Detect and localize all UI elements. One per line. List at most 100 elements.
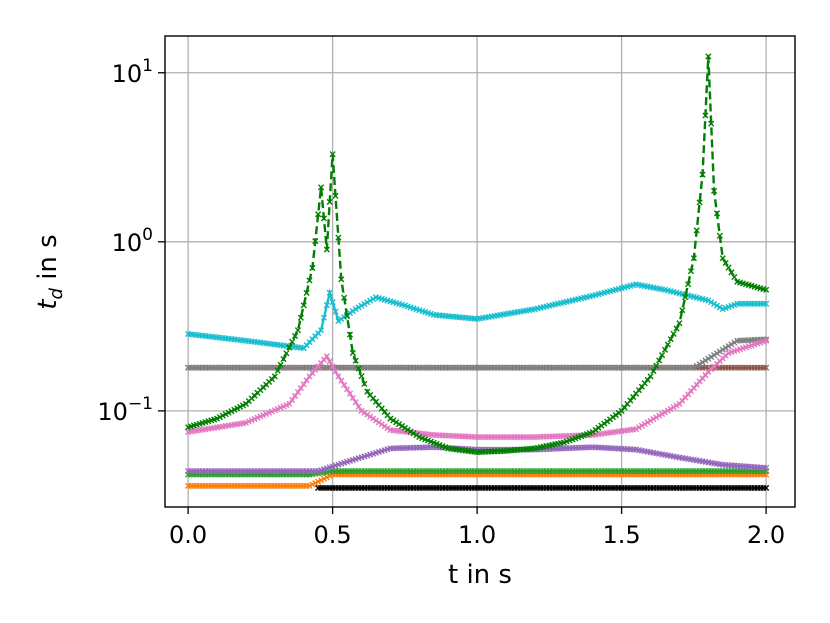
data-point	[708, 353, 715, 361]
data-point	[387, 415, 394, 422]
data-point	[352, 399, 359, 406]
data-point	[705, 297, 712, 304]
y-tick-exp: 0	[142, 225, 153, 245]
data-point	[291, 332, 299, 340]
data-point	[716, 232, 723, 239]
data-point	[280, 355, 287, 363]
data-point	[329, 151, 336, 158]
data-point	[635, 424, 643, 431]
y-axis-label-main: t	[33, 299, 63, 310]
data-point	[763, 464, 770, 471]
data-point	[673, 402, 680, 409]
data-point	[670, 404, 677, 411]
data-point	[309, 264, 316, 272]
data-point	[326, 289, 333, 296]
data-point	[326, 198, 333, 205]
data-point	[358, 302, 365, 309]
data-point	[352, 305, 359, 313]
data-point	[647, 373, 654, 380]
data-point	[684, 281, 692, 288]
y-tick-base: 10	[112, 229, 143, 257]
data-point	[329, 363, 336, 370]
data-point	[338, 276, 345, 283]
data-point	[343, 313, 351, 320]
x-axis-label: t in s	[448, 560, 512, 590]
data-point	[696, 361, 703, 368]
data-point	[693, 227, 700, 234]
data-point	[355, 403, 362, 410]
y-tick-label: 100	[112, 225, 153, 257]
data-point	[393, 419, 400, 426]
data-point	[335, 373, 342, 380]
data-point	[317, 327, 325, 334]
data-point	[332, 192, 339, 199]
data-point	[303, 289, 310, 296]
data-point	[656, 412, 663, 419]
data-point	[713, 350, 721, 357]
data-point	[661, 346, 669, 353]
data-point	[335, 234, 342, 241]
data-point	[367, 297, 374, 304]
data-point	[719, 255, 726, 262]
y-axis-label: td in s	[33, 234, 67, 309]
data-point	[725, 264, 732, 271]
data-point	[303, 377, 310, 384]
data-point	[300, 381, 307, 388]
data-point	[323, 246, 330, 253]
data-point	[682, 294, 689, 301]
series-group	[185, 281, 770, 352]
data-point	[413, 432, 420, 439]
data-point	[312, 238, 319, 245]
y-tick-base: 10	[112, 60, 143, 88]
data-point	[317, 184, 325, 191]
data-point	[650, 367, 657, 375]
data-point	[693, 362, 700, 370]
series-group	[185, 336, 770, 371]
data-point	[725, 343, 732, 350]
data-point	[710, 352, 718, 359]
data-point	[300, 302, 307, 309]
data-point	[658, 410, 666, 418]
data-point	[410, 430, 417, 437]
data-point	[722, 344, 729, 352]
data-point	[297, 385, 304, 392]
data-point	[398, 422, 406, 430]
data-point	[763, 300, 770, 307]
y-tick-exp: 1	[142, 56, 153, 76]
data-point	[661, 409, 669, 416]
series-group	[185, 53, 770, 456]
data-point	[341, 381, 348, 389]
data-point	[343, 386, 351, 393]
data-point	[716, 348, 723, 355]
data-point	[320, 215, 328, 222]
data-point	[710, 300, 718, 307]
series-group	[185, 337, 770, 441]
data-point	[641, 420, 648, 428]
data-point	[332, 308, 339, 315]
data-point	[407, 428, 414, 435]
data-point	[702, 112, 709, 119]
data-point	[763, 286, 770, 293]
data-point	[369, 295, 377, 303]
data-point	[390, 417, 397, 424]
data-point	[690, 255, 697, 262]
data-point	[664, 407, 671, 414]
data-point	[338, 377, 345, 384]
data-point	[699, 171, 706, 178]
data-point	[294, 327, 302, 334]
y-tick-exp: −1	[128, 394, 153, 414]
data-point	[653, 414, 660, 421]
data-point	[297, 314, 304, 321]
data-point	[289, 396, 296, 404]
x-tick-label: 0.0	[169, 521, 207, 549]
x-tick-label: 1.5	[603, 521, 641, 549]
data-point	[352, 357, 359, 364]
data-point	[763, 364, 770, 371]
data-point	[653, 362, 660, 369]
data-point	[274, 367, 281, 374]
data-point	[728, 341, 735, 348]
data-point	[364, 299, 371, 306]
data-point	[401, 424, 408, 431]
